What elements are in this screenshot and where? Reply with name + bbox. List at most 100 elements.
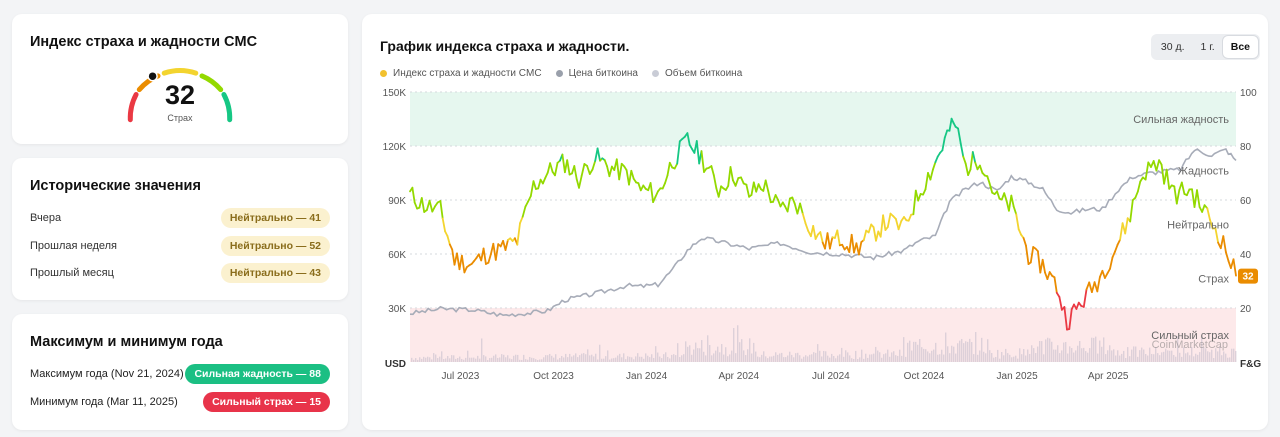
volume-bar: [487, 360, 489, 362]
y-right-tick-label: 100: [1240, 88, 1257, 99]
volume-bar: [757, 356, 759, 362]
volume-bar: [841, 347, 843, 362]
volume-bar: [1123, 350, 1125, 362]
fear-greed-segment: [712, 174, 718, 190]
volume-bar: [809, 354, 811, 362]
volume-bar: [661, 358, 663, 362]
volume-bar: [677, 343, 679, 362]
range-1y-button[interactable]: 1 г.: [1200, 41, 1215, 53]
volume-bar: [953, 346, 955, 362]
volume-bar: [1175, 356, 1177, 362]
volume-bar: [457, 357, 459, 362]
volume-bar: [737, 325, 739, 362]
volume-bar: [969, 338, 971, 362]
gauge-segment-neutral: [161, 68, 199, 76]
volume-bar: [463, 359, 465, 362]
volume-bar: [1203, 346, 1205, 362]
legend-item-index[interactable]: Индекс страха и жадности CMC: [380, 68, 542, 79]
fear-greed-segment: [661, 182, 667, 190]
volume-bar: [413, 359, 415, 362]
fear-greed-segment: [941, 136, 946, 152]
fear-greed-segment: [729, 166, 734, 182]
fear-greed-segment: [777, 198, 782, 208]
volume-bar: [451, 355, 453, 362]
volume-bar: [893, 351, 895, 362]
fear-greed-segment: [1010, 194, 1015, 208]
fear-greed-segment: [649, 182, 655, 204]
fear-greed-segment: [1175, 189, 1181, 205]
volume-bar: [461, 358, 463, 362]
volume-bar: [1099, 340, 1101, 362]
volume-bar: [435, 354, 437, 362]
year-min-label: Минимум года (Mar 11, 2025): [30, 396, 178, 408]
fear-greed-segment: [1037, 250, 1042, 274]
fear-greed-segment: [666, 161, 671, 177]
fear-greed-segment: [544, 171, 549, 179]
fear-greed-segment: [850, 233, 855, 254]
volume-bar: [1029, 353, 1031, 362]
legend-item-price[interactable]: Цена биткоина: [555, 68, 638, 79]
volume-bar: [591, 354, 593, 362]
volume-bar: [561, 355, 563, 362]
volume-bar: [1023, 349, 1025, 362]
volume-bar: [695, 342, 697, 362]
volume-bar: [951, 345, 953, 362]
volume-bar: [633, 359, 635, 362]
fear-greed-segment: [494, 243, 500, 261]
history-badge: Нейтрально — 43: [220, 263, 330, 283]
y-right-tick-label: 60: [1240, 196, 1252, 207]
volume-bar: [1197, 354, 1199, 362]
volume-bar: [551, 355, 553, 362]
volume-bar: [773, 355, 775, 362]
volume-bar: [843, 356, 845, 362]
fear-greed-segment: [561, 153, 566, 174]
volume-bar: [1135, 346, 1137, 362]
fear-greed-segment: [786, 197, 791, 213]
fear-greed-segment: [1096, 276, 1101, 293]
fear-greed-segment: [1209, 218, 1214, 230]
volume-bar: [1103, 337, 1105, 362]
volume-bar: [439, 356, 441, 362]
volume-bar: [541, 359, 543, 362]
legend-item-volume[interactable]: Объем биткоина: [652, 68, 742, 79]
volume-bar: [749, 338, 751, 362]
volume-bar: [411, 357, 413, 362]
volume-bar: [425, 357, 427, 362]
volume-bar: [999, 358, 1001, 362]
volume-bar: [703, 351, 705, 362]
volume-bar: [1151, 353, 1153, 362]
volume-bar: [619, 353, 621, 362]
volume-bar: [493, 355, 495, 362]
fear-greed-segment: [969, 151, 974, 171]
volume-bar: [1193, 356, 1195, 362]
chart-card: Сильная жадность Жадность Нейтрально Страх С…: [362, 14, 1268, 430]
fear-greed-segment: [1129, 199, 1134, 223]
volume-bar: [1035, 353, 1037, 362]
volume-bar: [981, 337, 983, 362]
zone-extreme-greed: [410, 92, 1236, 146]
volume-bar: [1027, 349, 1029, 362]
volume-bar: [605, 356, 607, 362]
volume-bar: [905, 356, 907, 362]
range-30d-button[interactable]: 30 д.: [1160, 41, 1185, 53]
fear-greed-segment: [1012, 205, 1018, 216]
fear-greed-segment: [1111, 250, 1116, 259]
fear-greed-segment: [1003, 192, 1008, 202]
volume-bar: [819, 350, 821, 362]
legend-dot-index: [380, 69, 387, 77]
index-card-title: Индекс страха и жадности CMC: [30, 34, 258, 50]
volume-bar: [1129, 356, 1131, 362]
fear-greed-segment: [801, 212, 807, 225]
fear-greed-segment: [971, 151, 977, 164]
year-min-badge: Сильный страх — 15: [203, 392, 330, 412]
volume-bar: [675, 355, 677, 362]
volume-bar: [559, 357, 561, 362]
fear-greed-segment: [897, 220, 903, 231]
volume-bar: [811, 354, 813, 362]
fear-greed-segment: [673, 162, 679, 170]
volume-bar: [763, 351, 765, 362]
volume-bar: [433, 353, 435, 362]
fear-greed-segment: [943, 129, 949, 139]
fear-greed-segment: [448, 243, 454, 251]
range-all-button[interactable]: Все: [1222, 36, 1258, 58]
